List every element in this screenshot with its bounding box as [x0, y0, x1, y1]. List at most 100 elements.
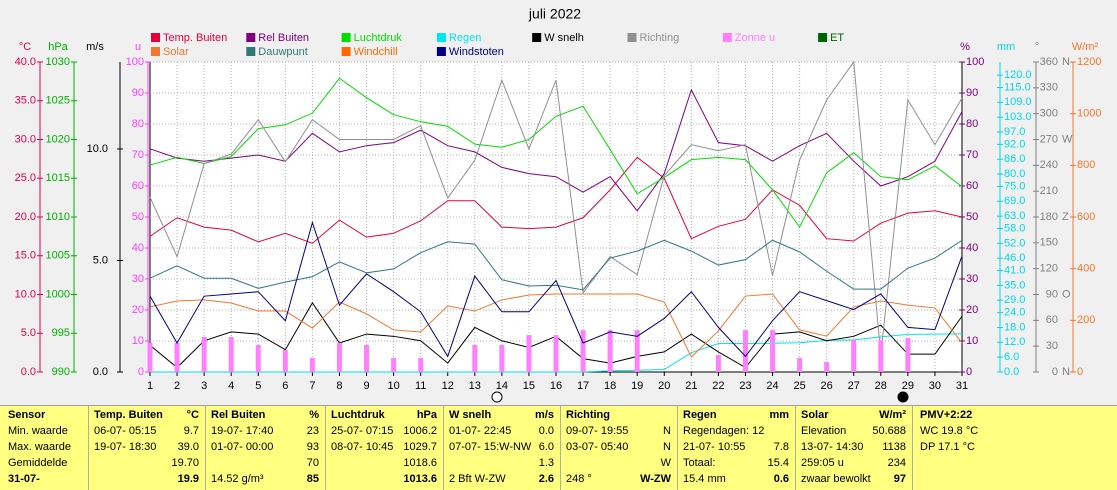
y-tick-label: 800 — [1077, 159, 1095, 171]
y-tick-label: 0 — [966, 366, 972, 378]
y-tick-label: 300 — [1040, 108, 1058, 120]
y-tick-label: 990 — [52, 366, 70, 378]
y-tick-label: 0 — [1077, 366, 1083, 378]
y-tick-label: 10.0 — [87, 143, 108, 155]
column-unit: hPa — [416, 409, 437, 421]
x-tick-label: 6 — [282, 380, 288, 392]
column-header: Temp. Buiten — [94, 409, 163, 421]
axis-unit: m/s — [86, 41, 104, 53]
column-separator — [912, 406, 913, 490]
cell-label: 06-07- 05:15 — [94, 425, 157, 437]
cell-value: 234 — [887, 457, 906, 469]
x-tick-label: 30 — [929, 380, 941, 392]
cell-value: 97 — [893, 473, 906, 485]
y-tick-label: 180 — [1040, 211, 1058, 223]
y-tick-label: 60 — [132, 180, 144, 192]
cell-value: 1013.6 — [403, 473, 437, 485]
cell-value: 0.6 — [773, 473, 789, 485]
row-label: 31-07- — [8, 473, 40, 485]
y-tick-label: 60 — [966, 180, 978, 192]
legend-label: Luchtdruk — [354, 32, 403, 44]
y-tick-label: 24.0 — [1004, 307, 1025, 319]
legend-swatch — [722, 33, 732, 42]
y-tick-label: 1005 — [46, 250, 70, 262]
chart-title: juli 2022 — [528, 6, 581, 22]
legend-label: Temp. Buiten — [163, 32, 227, 44]
cell-label: Elevation — [801, 425, 847, 437]
cell-value: 23 — [306, 425, 319, 437]
cell-label: 19-07- 17:40 — [211, 425, 274, 437]
y-tick-label: 1025 — [46, 95, 70, 107]
x-tick-label: 9 — [363, 380, 369, 392]
x-tick-label: 20 — [658, 380, 670, 392]
sunshine-bar — [607, 330, 613, 372]
y-tick-label: 5.0 — [21, 327, 36, 339]
cell-value: N — [663, 425, 671, 437]
y-tick-label: 10 — [966, 335, 978, 347]
y-tick-label: 90 — [1046, 288, 1058, 300]
legend-swatch — [436, 33, 446, 42]
column-separator — [443, 406, 444, 490]
y-tick-label: 40 — [966, 242, 978, 254]
cell-label: 21-07- 10:55 — [683, 441, 746, 453]
column-unit: mm — [769, 409, 789, 421]
sunshine-bar — [553, 335, 559, 372]
axis-unit: W/m² — [1072, 41, 1099, 53]
y-tick-label: 30.0 — [15, 133, 36, 145]
legend-label: W snelh — [544, 32, 584, 44]
legend-swatch — [627, 33, 637, 42]
cell-label: 25-07- 07:15 — [331, 425, 394, 437]
moon-full — [897, 391, 909, 403]
chart: juli 2022 °C0.05.010.015.020.025.030.035… — [15, 6, 1101, 403]
column-unit: % — [309, 409, 319, 421]
y-tick-label: 360 — [1040, 56, 1058, 68]
axis-unit: °C — [19, 41, 31, 53]
x-tick-label: 11 — [415, 380, 426, 392]
legend-swatch — [341, 47, 351, 56]
x-tick-label: 28 — [875, 380, 887, 392]
y-tick-label: 109.0 — [1004, 96, 1032, 108]
y-tick-label: 240 — [1040, 159, 1058, 171]
y-tick-label: 120 — [1040, 263, 1058, 275]
y-tick-label: 6.0 — [1004, 351, 1019, 363]
y-tick-label: 600 — [1077, 211, 1095, 223]
sunshine-bar — [364, 345, 370, 372]
axis-unit: hPa — [48, 41, 68, 53]
compass-label: N — [1062, 56, 1070, 68]
y-tick-label: 1200 — [1077, 56, 1101, 68]
series-line — [149, 293, 963, 358]
summary-table: Sensor Min. waarde Max. waarde Gemiddelde 31… — [0, 405, 1117, 490]
x-tick-label: 24 — [766, 380, 778, 392]
sunshine-bar — [228, 336, 234, 372]
cell-value: 2.6 — [538, 473, 554, 485]
legend-swatch — [436, 47, 446, 56]
legend-label: Zonne u — [735, 32, 775, 44]
cell-label: 19-07- 18:30 — [94, 441, 157, 453]
y-tick-label: 0.0 — [1004, 366, 1019, 378]
y-tick-label: 40 — [132, 242, 144, 254]
legend-swatch — [341, 33, 351, 42]
x-tick-label: 12 — [442, 380, 454, 392]
cell-value: 0.0 — [538, 425, 554, 437]
column-separator — [205, 406, 206, 490]
x-tick-label: 2 — [174, 380, 180, 392]
sunshine-bar — [336, 342, 342, 372]
cell-label: 13-07- 14:30 — [801, 441, 864, 453]
y-tick-label: 63.0 — [1004, 210, 1025, 222]
cell-label: 01-07- 22:45 — [449, 425, 512, 437]
x-tick-label: 14 — [496, 380, 508, 392]
sunshine-bar — [580, 330, 586, 372]
y-tick-label: 35.0 — [1004, 279, 1025, 291]
y-tick-label: 15.0 — [15, 250, 36, 262]
y-tick-label: 86.0 — [1004, 153, 1025, 165]
y-tick-label: 100 — [126, 56, 144, 68]
sunshine-bar — [391, 358, 397, 372]
pmv-line: DP 17.1 °C — [920, 441, 975, 453]
cell-value: W-ZW — [640, 473, 671, 485]
legend-label: Windstoten — [449, 46, 504, 58]
cell-value: 19.70 — [171, 457, 199, 469]
cell-label: 2 Bft W-ZW — [449, 473, 506, 485]
y-tick-label: 12.0 — [1004, 336, 1025, 348]
column-header: Luchtdruk — [331, 409, 385, 421]
legend-label: Rel Buiten — [258, 32, 309, 44]
